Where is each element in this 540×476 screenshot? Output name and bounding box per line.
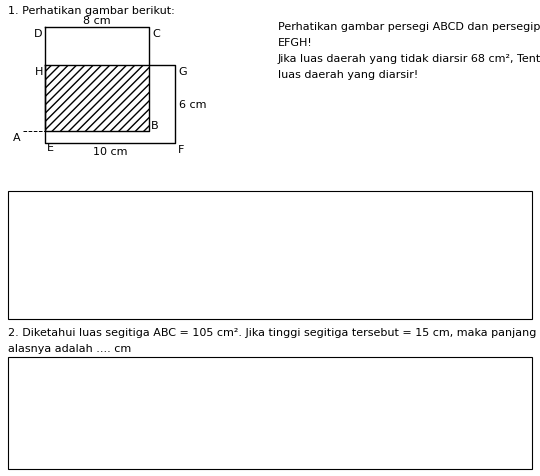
Bar — [8, 192, 532, 319]
Text: E: E — [47, 143, 54, 153]
Text: D: D — [33, 29, 42, 39]
Bar — [45, 66, 149, 132]
Text: H: H — [35, 67, 43, 77]
Text: 6 cm: 6 cm — [179, 100, 206, 110]
Text: 1. Perhatikan gambar berikut:: 1. Perhatikan gambar berikut: — [8, 6, 175, 16]
Bar — [8, 357, 532, 469]
Text: 10 cm: 10 cm — [93, 147, 127, 157]
Text: F: F — [178, 145, 184, 155]
Text: G: G — [178, 67, 187, 77]
Text: A: A — [14, 133, 21, 143]
Text: 8 cm: 8 cm — [83, 16, 111, 26]
Text: Perhatikan gambar persegi ABCD dan persegipanjang: Perhatikan gambar persegi ABCD dan perse… — [278, 22, 540, 32]
Text: EFGH!: EFGH! — [278, 38, 313, 48]
Text: C: C — [152, 29, 160, 39]
Text: Jika luas daerah yang tidak diarsir 68 cm², Tentukan: Jika luas daerah yang tidak diarsir 68 c… — [278, 54, 540, 64]
Text: B: B — [151, 121, 159, 131]
Text: 2. Diketahui luas segitiga ABC = 105 cm². Jika tinggi segitiga tersebut = 15 cm,: 2. Diketahui luas segitiga ABC = 105 cm²… — [8, 327, 536, 337]
Text: alasnya adalah .... cm: alasnya adalah .... cm — [8, 343, 131, 353]
Text: luas daerah yang diarsir!: luas daerah yang diarsir! — [278, 70, 418, 80]
